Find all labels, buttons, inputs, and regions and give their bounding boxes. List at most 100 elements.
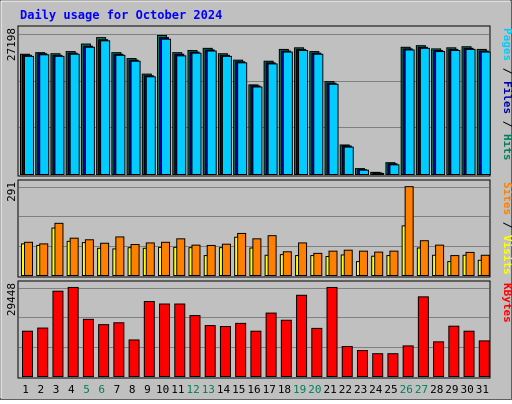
x-tick-label: 4 <box>68 383 75 396</box>
bar-sites-day-28 <box>435 244 445 277</box>
bar-kbytes-day-13 <box>204 325 216 377</box>
x-tick-label: 2 <box>38 383 45 396</box>
series-legend: Sites / Visits <box>501 182 512 275</box>
bar-pages-day-24 <box>374 172 385 175</box>
bar-pages-day-2 <box>39 54 50 175</box>
legend-entry: / <box>501 215 512 235</box>
bar-kbytes-day-1 <box>22 330 33 377</box>
x-tick-label: 30 <box>461 383 474 396</box>
bar-kbytes-day-14 <box>219 326 231 377</box>
bar-sites-day-13 <box>206 244 216 277</box>
bar-sites-day-16 <box>252 238 262 276</box>
bar-sites-day-7 <box>115 236 125 276</box>
bar-kbytes-day-26 <box>402 345 414 378</box>
bar-pages-day-1 <box>24 55 34 175</box>
x-tick-label: 31 <box>476 383 489 396</box>
bar-pages-day-28 <box>435 51 446 175</box>
bar-pages-day-10 <box>161 38 172 176</box>
bar-sites-day-25 <box>389 250 399 276</box>
bar-sites-day-23 <box>358 250 368 276</box>
y-max-label: 291 <box>5 182 18 202</box>
bar-kbytes-day-9 <box>143 301 155 378</box>
bar-pages-day-23 <box>358 169 369 175</box>
bar-pages-day-5 <box>84 46 95 175</box>
bar-pages-day-11 <box>176 55 187 175</box>
bar-pages-day-25 <box>389 164 400 175</box>
bar-pages-day-30 <box>465 48 476 175</box>
bar-sites-day-8 <box>130 244 140 276</box>
bar-kbytes-day-20 <box>311 327 323 377</box>
bar-pages-day-31 <box>480 51 491 175</box>
bar-pages-day-19 <box>298 49 309 175</box>
bar-sites-day-12 <box>191 244 201 277</box>
series-legend: Pages / Files / Hits <box>501 28 512 161</box>
bar-kbytes-day-5 <box>82 318 94 377</box>
bar-pages-day-17 <box>267 63 278 175</box>
x-tick-label: 6 <box>98 383 105 396</box>
bar-kbytes-day-30 <box>463 330 475 377</box>
bar-sites-day-21 <box>328 250 338 276</box>
bar-sites-day-27 <box>419 240 429 277</box>
bar-kbytes-day-25 <box>387 353 399 377</box>
bar-pages-day-18 <box>282 51 293 175</box>
x-tick-label: 28 <box>430 383 443 396</box>
bar-kbytes-day-8 <box>128 339 140 377</box>
bar-sites-day-11 <box>176 238 186 276</box>
x-tick-label: 13 <box>202 383 215 396</box>
x-tick-label: 7 <box>114 383 121 396</box>
bar-kbytes-day-24 <box>372 353 384 377</box>
bar-sites-day-24 <box>374 251 384 277</box>
series-legend: KBytes <box>501 283 512 323</box>
bar-kbytes-day-2 <box>37 327 49 377</box>
bar-kbytes-day-15 <box>235 322 247 378</box>
bar-sites-day-29 <box>450 255 460 276</box>
x-tick-label: 15 <box>232 383 245 396</box>
bar-pages-day-27 <box>419 47 430 175</box>
bar-kbytes-day-12 <box>189 315 201 377</box>
x-tick-label: 19 <box>293 383 306 396</box>
bar-sites-day-2 <box>39 243 49 276</box>
bar-pages-day-8 <box>130 60 141 175</box>
bar-pages-day-13 <box>206 50 217 175</box>
bar-pages-day-21 <box>328 83 339 175</box>
bar-sites-day-26 <box>404 186 414 276</box>
x-tick-label: 8 <box>129 383 136 396</box>
legend-entry: Files <box>501 81 512 114</box>
x-tick-label: 26 <box>400 383 413 396</box>
bar-pages-day-16 <box>252 86 263 175</box>
bar-pages-day-14 <box>221 55 232 175</box>
x-tick-label: 5 <box>83 383 90 396</box>
bar-sites-day-3 <box>54 222 64 276</box>
bar-sites-day-22 <box>343 249 353 276</box>
bar-kbytes-day-6 <box>98 324 110 378</box>
x-tick-label: 17 <box>263 383 276 396</box>
chart-panel-3: 29448 KBytes <box>5 280 512 379</box>
x-tick-label: 20 <box>308 383 321 396</box>
bar-pages-day-4 <box>69 53 80 175</box>
bar-sites-day-1 <box>24 241 33 276</box>
y-max-label: 29448 <box>5 283 18 316</box>
x-tick-label: 27 <box>415 383 428 396</box>
bar-sites-day-17 <box>267 235 277 276</box>
bar-sites-day-10 <box>161 241 171 276</box>
legend-entry: / <box>501 114 512 134</box>
legend-entry: / <box>501 61 512 81</box>
x-tick-label: 24 <box>369 383 383 396</box>
bar-sites-day-18 <box>282 251 292 277</box>
bar-kbytes-day-18 <box>280 319 292 378</box>
bar-kbytes-day-4 <box>67 286 79 378</box>
bar-kbytes-day-27 <box>417 296 429 377</box>
bar-sites-day-4 <box>69 237 79 276</box>
bar-pages-day-20 <box>313 53 324 175</box>
bar-sites-day-9 <box>145 242 155 277</box>
legend-entry: Hits <box>501 134 512 161</box>
bar-sites-day-31 <box>480 254 490 277</box>
x-tick-label: 25 <box>384 383 397 396</box>
bar-pages-day-15 <box>237 62 248 175</box>
x-tick-label: 1 <box>22 383 29 396</box>
bar-pages-day-22 <box>343 146 354 175</box>
bar-kbytes-day-7 <box>113 322 125 377</box>
y-max-label: 27198 <box>5 28 18 61</box>
